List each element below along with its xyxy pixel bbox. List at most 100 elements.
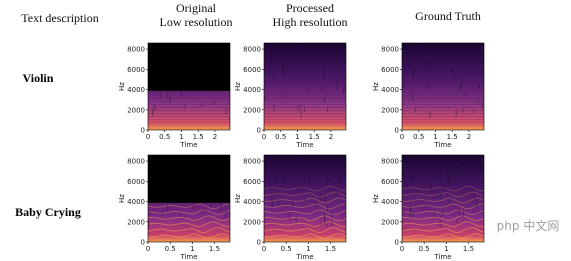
x-tick-label: 1 (444, 245, 448, 253)
texture (429, 111, 431, 118)
texture (452, 68, 454, 73)
texture (214, 101, 216, 105)
y-tick-label: 0 (395, 127, 399, 135)
x-axis-label: Time (295, 253, 313, 261)
texture (426, 85, 428, 89)
texture (297, 77, 299, 84)
y-tick-label: 8000 (243, 158, 261, 166)
frame (401, 154, 485, 243)
texture (424, 67, 426, 72)
texture (274, 54, 276, 57)
texture (455, 109, 457, 118)
texture (442, 183, 444, 191)
spectrogram-panel (401, 42, 485, 131)
texture (421, 51, 423, 56)
texture (342, 173, 344, 176)
texture (324, 97, 326, 103)
harmonic (147, 209, 231, 216)
texture (331, 221, 333, 226)
texture (477, 84, 479, 88)
y-tick-label: 4000 (127, 198, 145, 206)
texture (439, 192, 441, 199)
y-tick-label: 8000 (381, 158, 399, 166)
texture (454, 77, 456, 80)
y-tick-label: 8000 (243, 46, 261, 54)
texture (456, 92, 458, 95)
spectrogram-panel (401, 154, 485, 243)
texture (425, 204, 427, 210)
x-tick-label: 1.5 (325, 245, 336, 253)
texture (327, 164, 329, 168)
texture (149, 209, 151, 215)
x-tick-label: 0 (400, 245, 404, 253)
texture (472, 108, 474, 114)
watermark: php 中文网 (497, 218, 560, 233)
texture (465, 92, 467, 96)
harmonic (401, 221, 485, 228)
texture (433, 173, 435, 180)
y-tick-label: 4000 (243, 198, 261, 206)
texture (404, 80, 406, 85)
texture (180, 90, 182, 97)
y-tick-label: 4000 (127, 86, 145, 94)
texture (462, 107, 464, 113)
texture (166, 94, 168, 98)
spectrogram-panel (263, 154, 347, 243)
texture (299, 104, 301, 111)
y-tick-label: 6000 (127, 66, 145, 74)
frame (147, 154, 231, 243)
texture (407, 184, 409, 187)
harmonic (147, 227, 231, 233)
texture (479, 167, 481, 171)
texture (288, 45, 290, 51)
header: Text description (21, 11, 98, 25)
spectrogram-panel (147, 154, 231, 243)
texture (281, 70, 283, 73)
x-tick-label: 1 (295, 133, 299, 141)
texture (268, 68, 270, 74)
texture (323, 74, 325, 81)
texture (324, 218, 326, 225)
texture (430, 183, 432, 190)
texture (339, 176, 341, 184)
texture (459, 83, 461, 92)
texture (270, 54, 272, 60)
y-tick-label: 2000 (381, 106, 399, 114)
harmonic (147, 215, 231, 222)
texture (336, 79, 338, 85)
texture (284, 70, 286, 77)
harmonic (263, 221, 347, 228)
texture (148, 223, 150, 229)
texture (471, 170, 473, 173)
texture (336, 84, 338, 90)
texture (439, 175, 441, 184)
texture (411, 163, 413, 167)
texture (167, 205, 169, 212)
texture (314, 200, 316, 204)
texture (272, 76, 274, 81)
x-tick-label: 1 (190, 245, 194, 253)
texture (160, 92, 162, 99)
frame (263, 154, 347, 243)
texture (448, 199, 450, 205)
texture (474, 193, 476, 199)
harmonic (401, 185, 485, 192)
y-axis-label: Hz (372, 194, 380, 203)
x-axis-label: Time (179, 141, 197, 149)
texture (308, 175, 310, 183)
x-tick-label: 0.5 (159, 133, 170, 141)
y-axis-label: Hz (234, 194, 242, 203)
texture (302, 159, 304, 163)
texture (324, 213, 326, 220)
y-tick-label: 2000 (127, 106, 145, 114)
cutoff (148, 43, 230, 91)
texture (413, 175, 415, 182)
harmonic (147, 203, 231, 210)
texture (336, 191, 338, 196)
y-tick-label: 6000 (243, 178, 261, 186)
texture (402, 169, 404, 175)
texture (297, 105, 299, 111)
frame (147, 42, 231, 131)
y-tick-label: 6000 (381, 66, 399, 74)
